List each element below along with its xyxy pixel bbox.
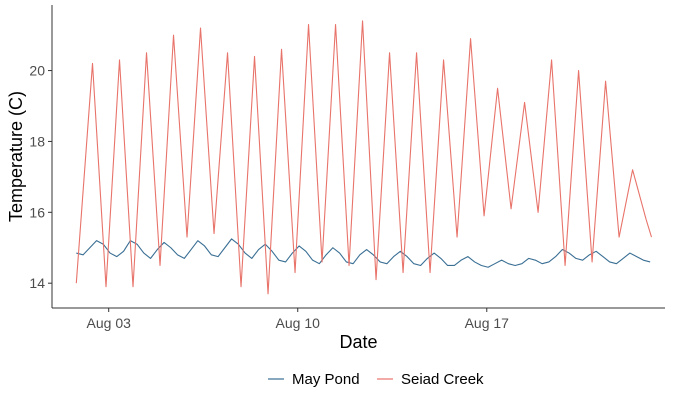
legend: May Pond Seiad Creek: [268, 371, 484, 388]
series-layer: [75, 20, 653, 295]
legend-label-seiad-creek: Seiad Creek: [401, 371, 484, 388]
x-tick-label: Aug 17: [465, 315, 510, 331]
y-tick-label: 18: [29, 133, 45, 149]
series-line-may-pond: [76, 238, 651, 268]
axes-layer: [51, 5, 665, 309]
y-tick-label: 20: [29, 63, 45, 79]
y-axis-title: Temperature (C): [6, 91, 26, 222]
legend-label-may-pond: May Pond: [292, 371, 360, 388]
y-tick-label: 16: [29, 204, 45, 220]
x-tick-label: Aug 03: [87, 315, 132, 331]
x-tick-label: Aug 10: [276, 315, 321, 331]
y-tick-label: 14: [29, 275, 45, 291]
series-line-seiad-creek: [75, 20, 653, 295]
x-axis-title: Date: [339, 332, 377, 352]
ticks-layer: 14 16 18 20 Aug 03 Aug 10 Aug 17: [29, 63, 509, 331]
